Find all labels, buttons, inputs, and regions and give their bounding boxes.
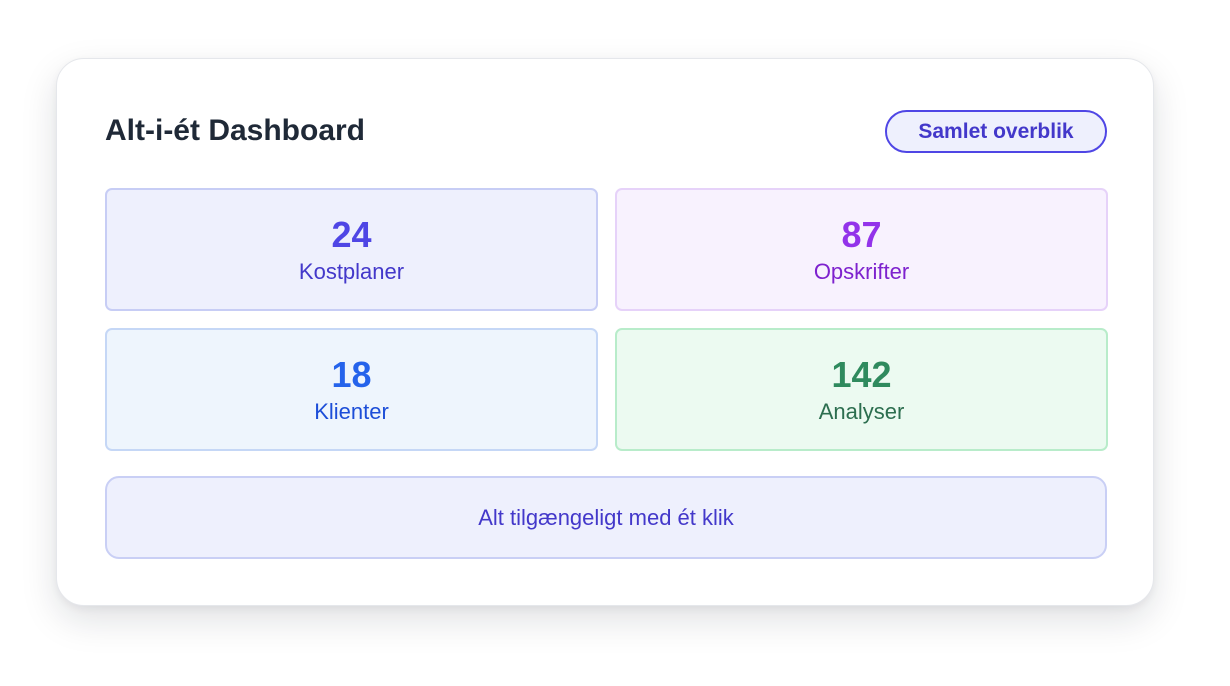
stat-label: Kostplaner <box>298 259 405 284</box>
dashboard-title: Alt-i-ét Dashboard <box>105 114 366 147</box>
overview-badge[interactable]: Samlet overblik <box>885 110 1107 153</box>
footer-banner: Alt tilgængeligt med ét klik <box>105 476 1107 559</box>
stat-value: 142 <box>831 354 892 395</box>
stat-tile-opskrifter[interactable]: 87 Opskrifter <box>615 188 1108 311</box>
stat-tile-kostplaner[interactable]: 24 Kostplaner <box>105 188 598 311</box>
stat-tile-analyser[interactable]: 142 Analyser <box>615 328 1108 451</box>
stat-value: 87 <box>841 214 882 255</box>
stat-label: Opskrifter <box>813 259 910 284</box>
stat-tile-klienter[interactable]: 18 Klienter <box>105 328 598 451</box>
stat-label: Analyser <box>818 399 905 424</box>
stat-value: 18 <box>331 354 372 395</box>
dashboard-card: Alt-i-ét Dashboard Samlet overblik 24 Ko… <box>56 58 1154 606</box>
stat-value: 24 <box>331 214 372 255</box>
footer-text: Alt tilgængeligt med ét klik <box>478 504 734 530</box>
stat-label: Klienter <box>314 399 389 424</box>
